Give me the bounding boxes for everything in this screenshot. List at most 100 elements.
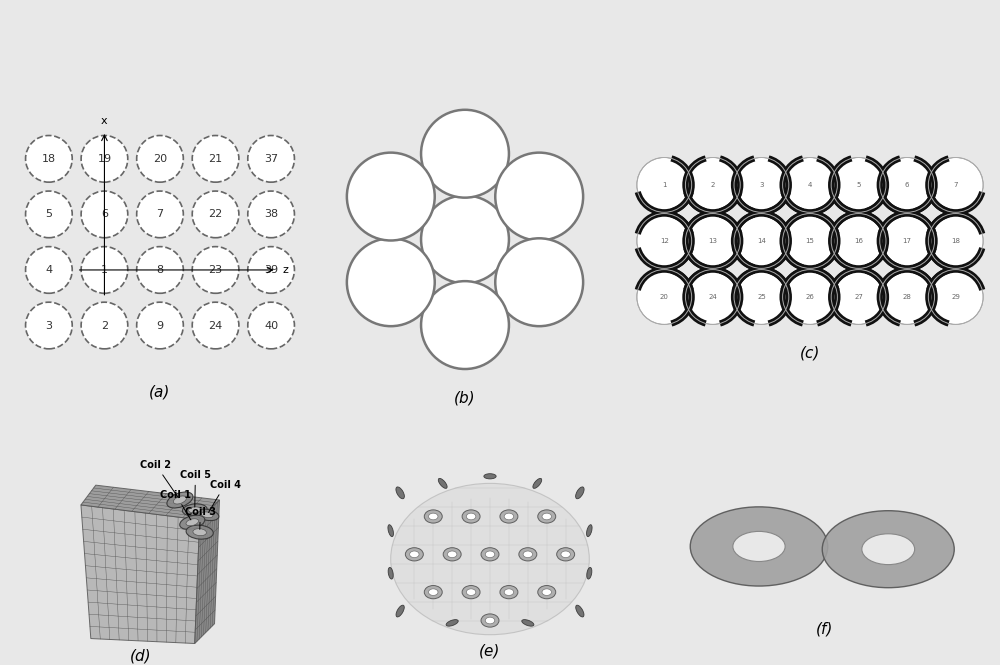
- Circle shape: [421, 110, 509, 198]
- Text: 37: 37: [264, 154, 278, 164]
- Circle shape: [421, 281, 509, 369]
- Ellipse shape: [561, 551, 570, 558]
- Ellipse shape: [862, 534, 915, 565]
- Text: 4: 4: [45, 265, 52, 275]
- Circle shape: [248, 302, 294, 349]
- Text: 3: 3: [45, 321, 52, 331]
- Circle shape: [347, 238, 435, 326]
- Text: 7: 7: [953, 182, 958, 188]
- Text: 7: 7: [156, 209, 164, 219]
- Ellipse shape: [410, 551, 419, 558]
- Circle shape: [137, 302, 183, 349]
- Ellipse shape: [443, 548, 461, 561]
- Text: Coil 1: Coil 1: [160, 489, 191, 520]
- Text: 21: 21: [208, 154, 223, 164]
- Ellipse shape: [481, 548, 499, 561]
- Circle shape: [248, 247, 294, 293]
- Circle shape: [26, 136, 72, 182]
- Ellipse shape: [195, 509, 219, 521]
- Text: 5: 5: [856, 182, 861, 188]
- Circle shape: [192, 302, 239, 349]
- Ellipse shape: [429, 589, 438, 595]
- Circle shape: [637, 158, 692, 212]
- Ellipse shape: [396, 605, 404, 617]
- Circle shape: [192, 136, 239, 182]
- Circle shape: [928, 158, 983, 212]
- Ellipse shape: [576, 605, 584, 617]
- Text: x: x: [101, 116, 108, 126]
- Ellipse shape: [538, 510, 556, 523]
- Circle shape: [685, 269, 740, 325]
- Text: 40: 40: [264, 321, 278, 331]
- Ellipse shape: [189, 507, 201, 513]
- Text: (b): (b): [454, 390, 476, 405]
- Circle shape: [928, 269, 983, 325]
- Circle shape: [928, 213, 983, 269]
- Text: (f): (f): [816, 622, 834, 636]
- Ellipse shape: [733, 531, 785, 561]
- Text: 9: 9: [156, 321, 164, 331]
- Text: 13: 13: [708, 238, 717, 244]
- Text: 3: 3: [759, 182, 764, 188]
- Text: 28: 28: [903, 294, 912, 300]
- Circle shape: [685, 158, 740, 212]
- Text: (d): (d): [129, 648, 151, 664]
- Circle shape: [880, 213, 935, 269]
- Text: 6: 6: [905, 182, 909, 188]
- Circle shape: [81, 136, 128, 182]
- Ellipse shape: [462, 510, 480, 523]
- Text: 16: 16: [854, 238, 863, 244]
- Text: (c): (c): [800, 346, 820, 360]
- Ellipse shape: [533, 478, 542, 488]
- Ellipse shape: [405, 548, 423, 561]
- Ellipse shape: [690, 507, 828, 586]
- Text: 5: 5: [45, 209, 52, 219]
- Text: Coil 2: Coil 2: [140, 460, 178, 497]
- Ellipse shape: [576, 487, 584, 499]
- Ellipse shape: [557, 548, 575, 561]
- Text: 18: 18: [42, 154, 56, 164]
- Text: 17: 17: [903, 238, 912, 244]
- Ellipse shape: [504, 589, 514, 595]
- Text: z: z: [282, 265, 288, 275]
- Text: 38: 38: [264, 209, 278, 219]
- Text: 20: 20: [153, 154, 167, 164]
- Ellipse shape: [523, 551, 533, 558]
- Ellipse shape: [446, 620, 458, 626]
- Text: 18: 18: [951, 238, 960, 244]
- Circle shape: [81, 191, 128, 237]
- Text: 14: 14: [757, 238, 766, 244]
- Text: 22: 22: [208, 209, 223, 219]
- Text: 25: 25: [757, 294, 766, 300]
- Ellipse shape: [485, 551, 495, 558]
- Text: Coil 3: Coil 3: [185, 507, 216, 529]
- Ellipse shape: [186, 525, 213, 539]
- Text: 24: 24: [708, 294, 717, 300]
- Circle shape: [831, 213, 886, 269]
- Ellipse shape: [447, 551, 457, 558]
- Text: 12: 12: [660, 238, 669, 244]
- Text: 2: 2: [101, 321, 108, 331]
- Text: 6: 6: [101, 209, 108, 219]
- Circle shape: [26, 302, 72, 349]
- Ellipse shape: [587, 525, 592, 537]
- Ellipse shape: [429, 513, 438, 520]
- Ellipse shape: [182, 504, 207, 516]
- Circle shape: [137, 136, 183, 182]
- Circle shape: [248, 191, 294, 237]
- Ellipse shape: [388, 525, 393, 537]
- Text: 23: 23: [208, 265, 223, 275]
- Circle shape: [880, 158, 935, 212]
- Ellipse shape: [466, 589, 476, 595]
- Circle shape: [81, 302, 128, 349]
- Ellipse shape: [396, 487, 404, 499]
- Text: Coil 4: Coil 4: [209, 479, 241, 513]
- Circle shape: [831, 269, 886, 325]
- Circle shape: [880, 269, 935, 325]
- Text: 29: 29: [951, 294, 960, 300]
- Circle shape: [495, 153, 583, 241]
- Polygon shape: [81, 485, 219, 520]
- Text: 39: 39: [264, 265, 278, 275]
- Ellipse shape: [173, 496, 186, 504]
- Circle shape: [734, 213, 789, 269]
